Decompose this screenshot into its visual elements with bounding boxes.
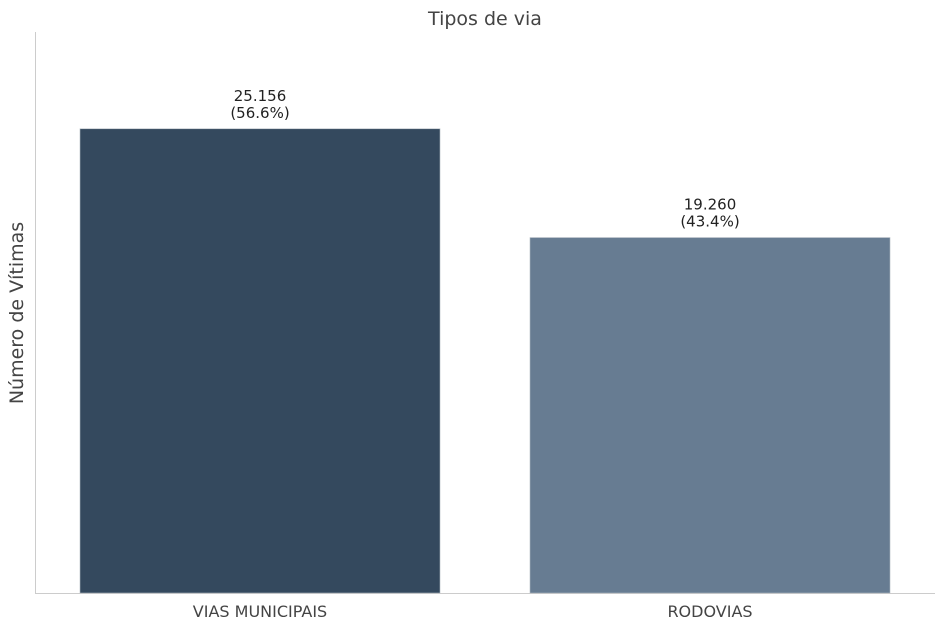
bar-value-label-0: 25.156	[234, 87, 287, 105]
x-tick-label-1: RODOVIAS	[667, 602, 752, 621]
x-tick-label-0: VIAS MUNICIPAIS	[193, 602, 327, 621]
bar-0	[79, 128, 441, 594]
bar-1	[529, 237, 891, 594]
bar-value-label-1: 19.260	[684, 196, 737, 214]
bar-percent-label-1: (43.4%)	[680, 213, 739, 231]
chart-title: Tipos de via	[427, 8, 542, 30]
bar-percent-label-0: (56.6%)	[230, 104, 289, 122]
y-axis-label: Número de Vítimas	[6, 222, 28, 404]
